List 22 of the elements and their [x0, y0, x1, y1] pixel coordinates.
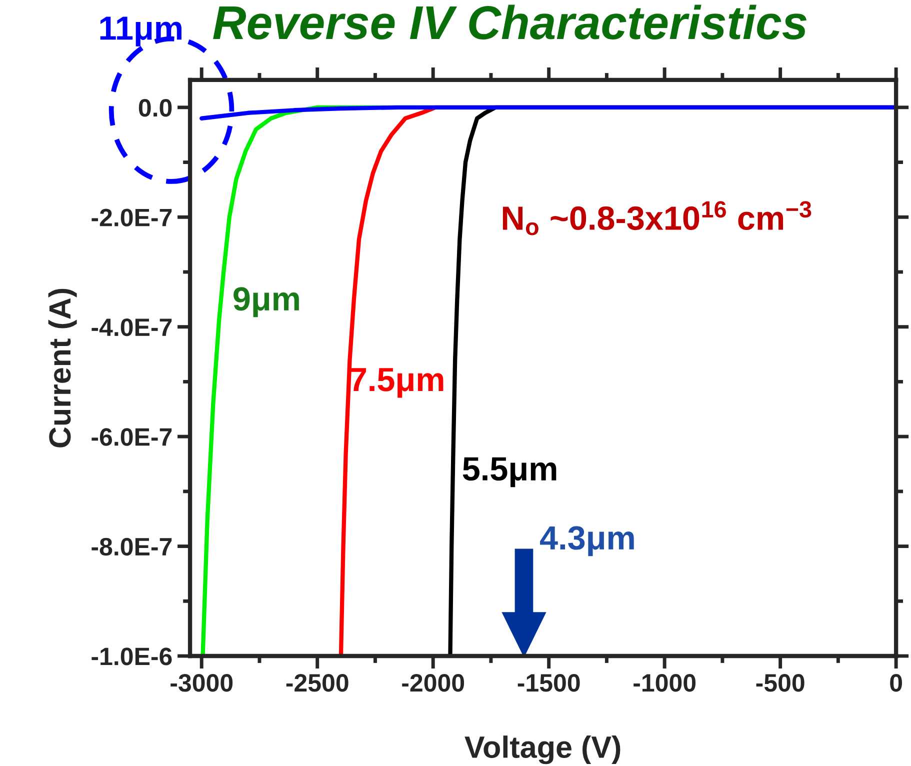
y-tick-label: -4.0E-7: [92, 318, 172, 336]
chart-title: Reverse IV Characteristics: [213, 4, 807, 40]
y-tick-label: -1.0E-6: [92, 648, 172, 666]
y-axis-title: Current (A): [48, 288, 77, 448]
x-tick-label: -1500: [518, 674, 580, 692]
annotation: 4.3μm: [540, 526, 634, 556]
y-tick-label: -2.0E-7: [92, 208, 172, 226]
series-label: 7.5μm: [350, 368, 444, 398]
y-tick-label: -8.0E-7: [92, 538, 172, 556]
y-tick-label: -6.0E-7: [92, 428, 172, 446]
x-tick-label: -1000: [634, 674, 696, 692]
x-axis-title: Voltage (V): [464, 736, 620, 764]
x-tick-label: -2500: [286, 674, 348, 692]
series-label: 9μm: [234, 287, 299, 318]
x-tick-label: -3000: [170, 674, 233, 692]
x-tick-label: -500: [756, 674, 804, 692]
text: 11μm: [100, 16, 182, 46]
series-label: 5.5μm: [462, 457, 556, 488]
annotation: N$_{o}$ ~0.8-3x10$^{16}$ cm$^{−3}$: [502, 201, 812, 236]
x-tick-label: 0: [890, 674, 902, 692]
x-tick-label: -2000: [402, 674, 464, 692]
y-tick-label: 0.0: [138, 99, 172, 117]
